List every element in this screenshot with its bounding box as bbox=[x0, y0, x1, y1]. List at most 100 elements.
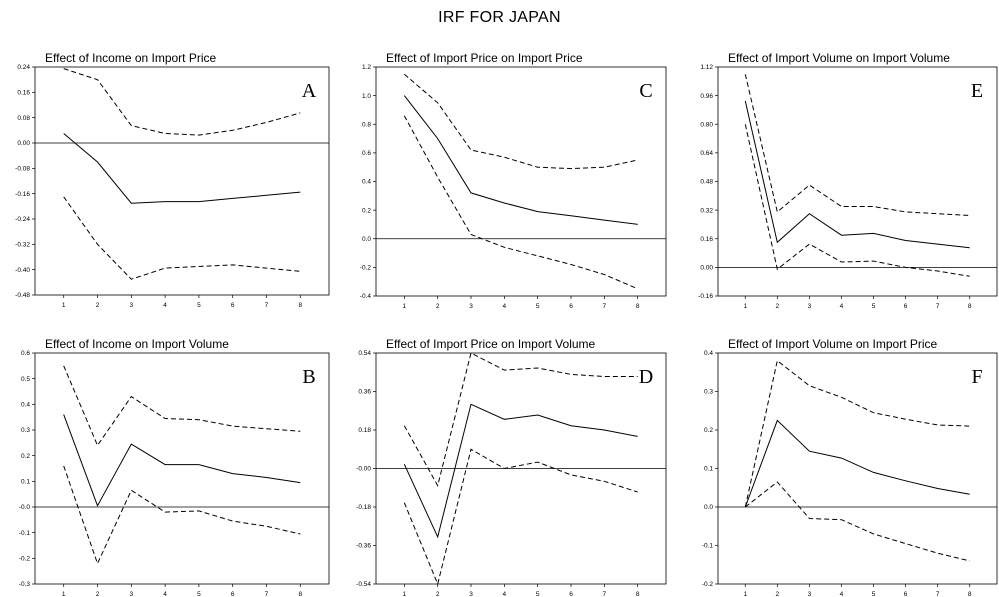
x-tick-label: 7 bbox=[265, 591, 269, 597]
y-tick-label: 0.0 bbox=[704, 504, 713, 511]
y-tick-label: -0.16 bbox=[698, 293, 713, 300]
y-tick-label: 1.0 bbox=[362, 93, 371, 100]
x-tick-label: 6 bbox=[231, 302, 235, 309]
x-tick-label: 3 bbox=[469, 591, 473, 597]
irf-line bbox=[403, 95, 638, 225]
y-tick-label: 0.32 bbox=[700, 207, 713, 214]
x-tick-label: 8 bbox=[298, 302, 302, 309]
irf-line bbox=[403, 403, 638, 539]
y-tick-label: -0.0 bbox=[19, 504, 31, 511]
y-tick-label: 0.8 bbox=[362, 121, 371, 128]
y-tick-label: 0.64 bbox=[700, 150, 713, 157]
y-tick-label: 0.2 bbox=[704, 427, 713, 434]
x-tick-label: 4 bbox=[840, 591, 844, 597]
y-tick-label: -0.16 bbox=[15, 191, 30, 198]
panel-title: Effect of Income on Import Price bbox=[45, 51, 217, 65]
y-tick-label: -0.4 bbox=[360, 293, 372, 300]
y-tick-label: 0.54 bbox=[358, 350, 371, 357]
x-tick-label: 1 bbox=[403, 303, 407, 310]
y-tick-label: 0.16 bbox=[17, 90, 30, 97]
x-tick-label: 5 bbox=[872, 303, 876, 310]
y-tick-label: -0.48 bbox=[15, 292, 30, 299]
x-tick-label: 2 bbox=[776, 591, 780, 597]
panel-F: Effect of Import Volume on Import Price 0… bbox=[702, 337, 998, 597]
page-title: IRF FOR JAPAN bbox=[438, 9, 561, 26]
upper-band-line bbox=[63, 68, 301, 136]
y-tick-label: 0.3 bbox=[21, 427, 30, 434]
panel-letter: A bbox=[302, 80, 317, 102]
y-tick-label: 0.80 bbox=[700, 121, 713, 128]
lower-band-line bbox=[403, 115, 638, 290]
y-tick-label: -0.2 bbox=[702, 581, 714, 588]
x-tick-label: 4 bbox=[163, 302, 167, 309]
x-tick-label: 8 bbox=[636, 591, 640, 597]
y-tick-label: 0.2 bbox=[362, 207, 371, 214]
x-tick-label: 1 bbox=[743, 591, 747, 597]
y-tick-label: -0.24 bbox=[15, 216, 30, 223]
irf-line bbox=[744, 419, 970, 508]
panel-letter: C bbox=[639, 80, 652, 102]
x-tick-label: 3 bbox=[808, 303, 812, 310]
plot-frame bbox=[34, 352, 330, 585]
y-tick-label: 0.5 bbox=[21, 376, 30, 383]
y-tick-label: 1.12 bbox=[700, 64, 713, 71]
upper-band-line bbox=[744, 74, 970, 216]
x-tick-label: 5 bbox=[872, 591, 876, 597]
x-tick-label: 5 bbox=[536, 591, 540, 597]
upper-band-line bbox=[403, 352, 638, 487]
y-tick-label: -0.36 bbox=[356, 543, 371, 550]
x-tick-label: 6 bbox=[569, 591, 573, 597]
x-tick-label: 5 bbox=[197, 302, 201, 309]
panel-D: Effect of Import Price on Import Volume 0… bbox=[356, 337, 667, 597]
y-tick-label: 0.18 bbox=[358, 427, 371, 434]
y-tick-label: 1.2 bbox=[362, 64, 371, 71]
x-tick-label: 7 bbox=[603, 303, 607, 310]
panel-title: Effect of Import Volume on Import Volume bbox=[728, 51, 950, 65]
x-tick-label: 2 bbox=[436, 303, 440, 310]
y-tick-label: -0.54 bbox=[356, 581, 371, 588]
y-tick-label: 0.3 bbox=[704, 389, 713, 396]
x-tick-label: 7 bbox=[265, 302, 269, 309]
upper-band-line bbox=[744, 359, 970, 508]
panel-title: Effect of Import Volume on Import Price bbox=[728, 337, 938, 351]
x-tick-label: 6 bbox=[904, 303, 908, 310]
panel-letter: B bbox=[302, 366, 315, 388]
x-tick-label: 3 bbox=[808, 591, 812, 597]
y-tick-label: 0.6 bbox=[21, 350, 30, 357]
y-tick-label: 0.4 bbox=[704, 350, 713, 357]
plot-frame bbox=[34, 66, 330, 296]
x-tick-label: 5 bbox=[197, 591, 201, 597]
y-tick-label: 0.24 bbox=[17, 64, 30, 71]
y-tick-label: -0.40 bbox=[15, 267, 30, 274]
x-tick-label: 6 bbox=[569, 303, 573, 310]
x-tick-label: 6 bbox=[904, 591, 908, 597]
y-tick-label: 0.6 bbox=[362, 150, 371, 157]
x-tick-label: 8 bbox=[968, 303, 972, 310]
x-tick-label: 1 bbox=[62, 302, 66, 309]
panel-B: Effect of Income on Import Volume 0.6 0.5 0… bbox=[19, 337, 330, 597]
panel-letter: D bbox=[639, 366, 653, 388]
x-tick-label: 2 bbox=[96, 591, 100, 597]
irf-line bbox=[63, 133, 301, 204]
y-tick-label: -0.08 bbox=[15, 166, 30, 173]
panel-E: Effect of Import Volume on Import Volume… bbox=[698, 51, 998, 310]
x-tick-label: 1 bbox=[62, 591, 66, 597]
lower-band-line bbox=[63, 465, 301, 565]
y-tick-label: 0.36 bbox=[358, 389, 371, 396]
x-tick-label: 4 bbox=[840, 303, 844, 310]
lower-band-line bbox=[403, 448, 638, 586]
y-tick-label: -0.1 bbox=[702, 543, 714, 550]
x-tick-label: 4 bbox=[503, 303, 507, 310]
x-tick-label: 2 bbox=[96, 302, 100, 309]
y-tick-label: -0.2 bbox=[360, 265, 372, 272]
y-tick-label: 0.96 bbox=[700, 93, 713, 100]
panel-C: Effect of Import Price on Import Price 1.… bbox=[360, 51, 667, 310]
y-tick-label: -0.32 bbox=[15, 242, 30, 249]
plot-frame bbox=[375, 66, 667, 297]
panel-A: Effect of Income on Import Price 0.24 0.16… bbox=[15, 51, 330, 309]
y-tick-label: 0.4 bbox=[362, 179, 371, 186]
upper-band-line bbox=[403, 73, 638, 170]
y-tick-label: -0.1 bbox=[19, 530, 31, 537]
x-tick-label: 2 bbox=[776, 303, 780, 310]
x-tick-label: 6 bbox=[231, 591, 235, 597]
